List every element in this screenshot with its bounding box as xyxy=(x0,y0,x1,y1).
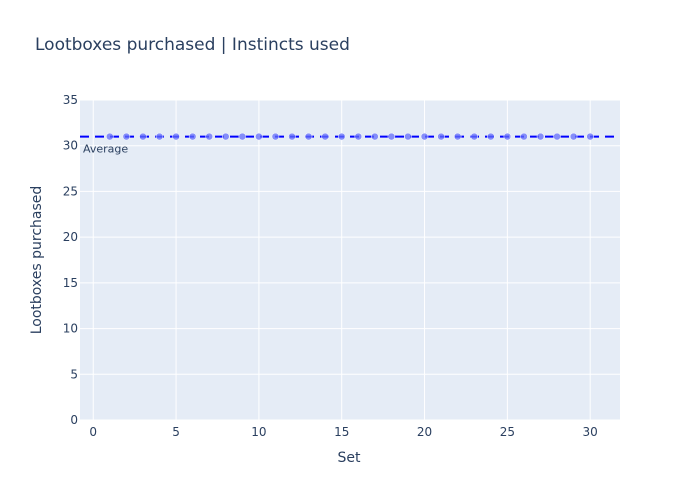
data-point xyxy=(503,132,512,141)
average-annotation: Average xyxy=(83,143,128,156)
x-tick-labels: 0 5 10 15 20 25 30 xyxy=(89,425,597,439)
grid-layer xyxy=(80,99,620,421)
data-point xyxy=(354,132,363,141)
y-tick-label: 20 xyxy=(63,230,78,244)
y-tick-label: 0 xyxy=(70,413,78,427)
plot-area xyxy=(80,100,620,420)
data-point xyxy=(222,132,230,141)
chart-title: Lootboxes purchased | Instincts used xyxy=(35,35,350,55)
data-point xyxy=(553,132,561,141)
points-layer xyxy=(106,132,594,141)
x-axis-title: Set xyxy=(338,450,362,466)
data-point xyxy=(586,132,594,141)
data-point xyxy=(238,132,247,141)
data-point xyxy=(536,132,545,141)
data-point xyxy=(106,132,114,141)
data-point xyxy=(404,132,412,141)
data-point xyxy=(371,132,379,141)
x-tick-label: 25 xyxy=(500,425,515,439)
y-tick-label: 25 xyxy=(63,184,78,198)
data-point xyxy=(271,132,280,141)
y-tick-label: 30 xyxy=(63,139,78,153)
y-tick-label: 15 xyxy=(63,276,78,290)
y-tick-labels: 0 5 10 15 20 25 30 35 xyxy=(63,93,78,427)
data-point xyxy=(172,132,180,141)
data-point xyxy=(255,132,263,141)
data-point xyxy=(122,132,131,141)
data-point xyxy=(487,132,495,141)
data-point xyxy=(470,132,478,141)
x-tick-label: 5 xyxy=(172,425,180,439)
data-point xyxy=(520,132,528,141)
x-tick-label: 20 xyxy=(417,425,432,439)
y-axis-title: Lootboxes purchased xyxy=(29,186,45,335)
data-point xyxy=(569,132,578,141)
x-tick-label: 10 xyxy=(251,425,266,439)
x-tick-label: 30 xyxy=(583,425,598,439)
data-point xyxy=(139,132,147,141)
x-tick-label: 0 xyxy=(89,425,97,439)
data-point xyxy=(288,132,296,141)
data-point xyxy=(304,132,313,141)
data-point xyxy=(188,132,197,141)
data-point xyxy=(387,132,396,141)
data-point xyxy=(155,132,164,141)
y-tick-label: 10 xyxy=(63,322,78,336)
y-tick-label: 35 xyxy=(63,93,78,107)
data-point xyxy=(453,132,462,141)
x-tick-label: 15 xyxy=(334,425,349,439)
data-point xyxy=(205,132,213,141)
data-point xyxy=(321,132,329,141)
data-point xyxy=(437,132,445,141)
y-tick-label: 5 xyxy=(70,367,78,381)
annotations-layer: Average xyxy=(83,143,128,156)
data-point xyxy=(337,132,346,141)
data-point xyxy=(420,132,429,141)
